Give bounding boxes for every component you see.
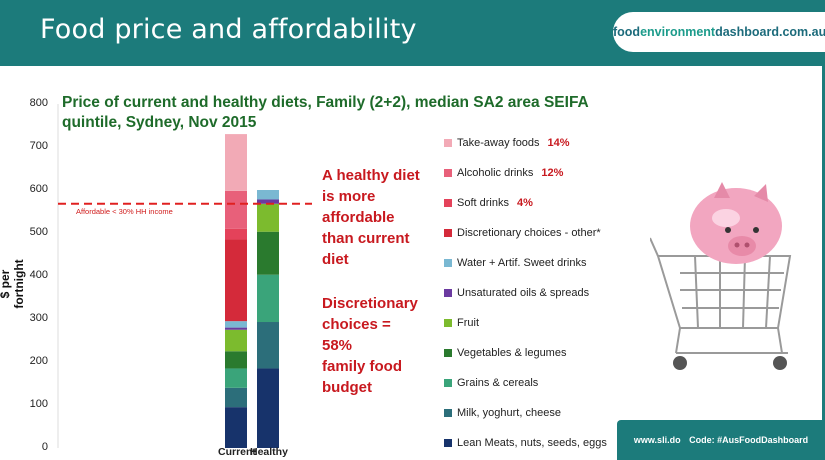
bar-segment: [257, 231, 279, 275]
bar-segment: [225, 228, 247, 240]
y-tick-label: 200: [29, 355, 48, 367]
brand-logo[interactable]: foodenvironmentdashboard.com.au: [613, 12, 825, 52]
legend-percent: 4%: [516, 197, 533, 209]
annotation-healthy-diet: A healthy diet is more affordable than c…: [322, 165, 434, 270]
annotation-line: is more: [322, 188, 376, 205]
legend-item: Unsaturated oils & spreads: [441, 285, 641, 301]
bar-segment: [257, 190, 279, 200]
legend-label: Discretionary choices - other*: [457, 227, 601, 239]
legend-swatch: [444, 439, 452, 447]
bar-segment: [257, 203, 279, 232]
right-accent-strip: [822, 66, 825, 460]
chart-title: Price of current and healthy diets, Fami…: [62, 94, 589, 131]
legend-item: Alcoholic drinks 12%: [441, 165, 641, 181]
slido-link[interactable]: www.sli.do: [633, 435, 681, 445]
y-tick-label: 400: [29, 269, 48, 281]
y-tick-label: 0: [41, 441, 48, 453]
legend-item: Water + Artif. Sweet drinks: [441, 255, 641, 271]
bar-segment: [225, 387, 247, 408]
bar-segment: [225, 321, 247, 328]
bar-segment: [225, 368, 247, 388]
y-tick-label: 800: [29, 97, 48, 109]
y-tick-label: 600: [29, 183, 48, 195]
legend-swatch: [444, 289, 452, 297]
annotation-line: 58%: [322, 337, 353, 354]
legend-swatch: [444, 349, 452, 357]
legend-percent: 12%: [541, 167, 564, 179]
legend-label: Take-away foods 14%: [457, 137, 570, 149]
annotation-line: family food: [322, 358, 403, 375]
annotation-line: Discretionary: [322, 295, 418, 312]
annotation-line: choices =: [322, 316, 391, 333]
annotation-line: A healthy diet: [322, 167, 420, 184]
footer-banner: www.sli.do Code: #AusFoodDashboard: [617, 420, 825, 460]
legend-item: Fruit: [441, 315, 641, 331]
legend-swatch: [444, 169, 452, 177]
brand-part-dashboard: dashboard: [715, 25, 779, 39]
legend-item: Grains & cereals: [441, 375, 641, 391]
bar-segment: [257, 199, 279, 204]
bar-segment: [225, 329, 247, 352]
bar-segment: [257, 274, 279, 323]
legend-label: Fruit: [457, 317, 479, 329]
legend-label: Soft drinks 4%: [457, 197, 533, 209]
legend-percent: 14%: [547, 137, 570, 149]
y-tick-label: 300: [29, 312, 48, 324]
legend-swatch: [444, 319, 452, 327]
annotation-line: diet: [322, 251, 349, 268]
bar-segment: [257, 322, 279, 369]
legend-label: Milk, yoghurt, cheese: [457, 407, 561, 419]
affordability-line-label: Affordable < 30% HH income: [76, 207, 173, 216]
bar-segment: [225, 239, 247, 322]
brand-part-food: food: [613, 25, 641, 39]
annotation-line: affordable: [322, 209, 395, 226]
legend-swatch: [444, 199, 452, 207]
annotation-line: budget: [322, 379, 372, 396]
legend-item: Vegetables & legumes: [441, 345, 641, 361]
legend-item: Discretionary choices - other*: [441, 225, 641, 241]
bar-segment: [225, 351, 247, 369]
bar-segment: [225, 134, 247, 191]
legend-item: Milk, yoghurt, cheese: [441, 405, 641, 421]
legend-swatch: [444, 139, 452, 147]
x-tick-label: Current: [218, 446, 256, 458]
legend-label: Grains & cereals: [457, 377, 539, 389]
legend-label: Lean Meats, nuts, seeds, eggs: [457, 437, 607, 449]
legend-swatch: [444, 259, 452, 267]
legend-swatch: [444, 409, 452, 417]
legend-label: Unsaturated oils & spreads: [457, 287, 590, 299]
bar-segment: [225, 407, 247, 448]
legend-item: Take-away foods 14%: [441, 135, 641, 151]
legend-label: Water + Artif. Sweet drinks: [457, 257, 587, 269]
legend-label: Alcoholic drinks 12%: [457, 167, 564, 179]
page-title: Food price and affordability: [40, 14, 417, 45]
x-tick-label: Healthy: [250, 446, 288, 458]
legend-item: Soft drinks 4%: [441, 195, 641, 211]
brand-part-environment: environment: [640, 25, 716, 39]
piggy-bank-cart-icon: [650, 182, 792, 370]
y-tick-label: 100: [29, 398, 48, 410]
header-bar: Food price and affordability foodenviron…: [0, 0, 825, 66]
legend-item: Lean Meats, nuts, seeds, eggs: [441, 435, 641, 451]
legend-swatch: [444, 379, 452, 387]
legend-swatch: [444, 229, 452, 237]
slido-code: Code: #AusFoodDashboard: [689, 435, 809, 445]
bar-segment: [225, 327, 247, 330]
annotation-discretionary: Discretionary choices = 58% family food …: [322, 293, 434, 398]
bar-segment: [225, 190, 247, 229]
annotation-line: than current: [322, 230, 410, 247]
y-tick-label: 700: [29, 140, 48, 152]
y-tick-label: 500: [29, 226, 48, 238]
bar-segment: [257, 368, 279, 448]
legend-label: Vegetables & legumes: [457, 347, 567, 359]
brand-part-suffix: .com.au: [779, 25, 825, 39]
